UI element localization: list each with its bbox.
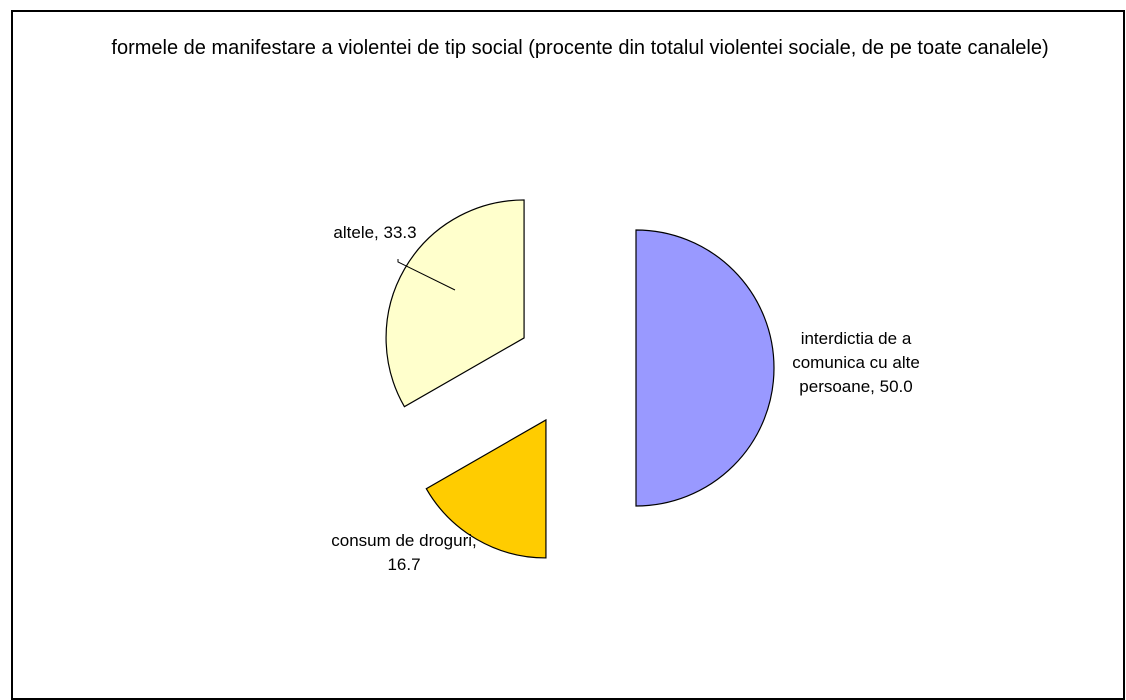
- leader-line: [397, 259, 456, 291]
- data-label-line: interdictia de a: [801, 329, 912, 348]
- data-label-altele: altele, 33.3: [333, 223, 416, 242]
- pie-slice-altele: [385, 199, 525, 408]
- data-label-line: persoane, 50.0: [799, 377, 912, 396]
- data-label-consum-de-droguri: consum de droguri, 16.7: [331, 531, 477, 574]
- data-label-interdictia-de-a-comunica-cu-alte-persoane: interdictia de a comunica cu alte persoane…: [792, 329, 920, 396]
- data-label-line: 16.7: [387, 555, 420, 574]
- data-label-line: altele, 33.3: [333, 223, 416, 242]
- pie-slice-interdictia-de-a-comunica-cu-alte-persoane: [635, 229, 775, 507]
- pie-slice-consum-de-droguri: [425, 418, 547, 559]
- pie-slices: [385, 199, 775, 559]
- data-label-line: comunica cu alte: [792, 353, 920, 372]
- leader-lines: [397, 259, 456, 291]
- data-label-line: consum de droguri,: [331, 531, 477, 550]
- data-labels: interdictia de a comunica cu alte persoane…: [331, 223, 920, 574]
- chart-title: formele de manifestare a violentei de ti…: [111, 37, 1049, 59]
